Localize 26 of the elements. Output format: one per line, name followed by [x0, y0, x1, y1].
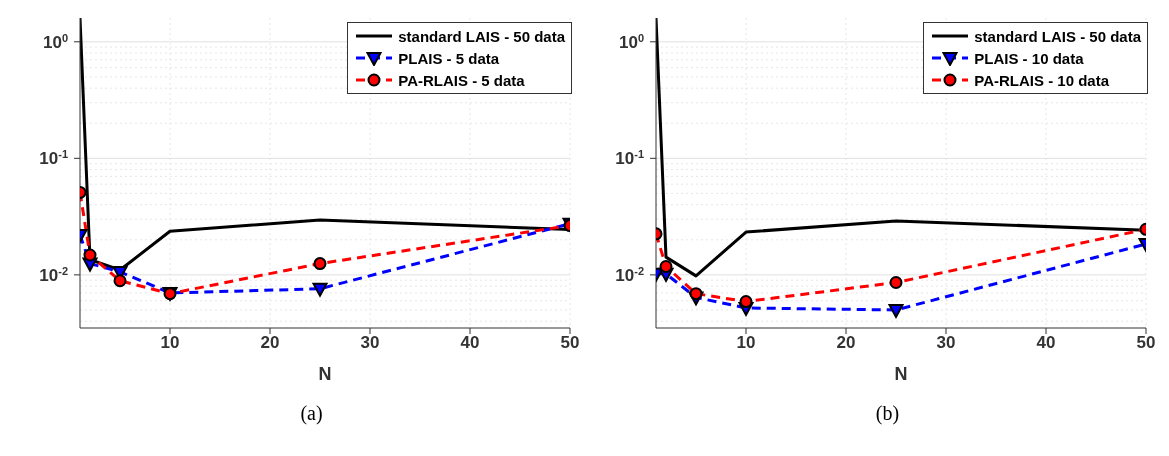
legend-label: standard LAIS - 50 data — [974, 27, 1141, 45]
x-tick-label: 50 — [560, 333, 580, 353]
text: (b) — [874, 402, 901, 425]
x-tick-label: 20 — [260, 333, 280, 353]
y-tick-label: 10$^{-2}$ — [39, 264, 68, 285]
x-axis-title: N — [894, 364, 908, 384]
x-tick-label: 30 — [936, 333, 956, 353]
y-tick-label: 10$^{0}$ — [42, 31, 68, 52]
x-tick-label: 20 — [836, 333, 856, 353]
y-tick-label: 10$^{-1}$ — [39, 148, 68, 169]
y-tick-label: 10$^{-1}$ — [615, 148, 644, 169]
text: (a) — [299, 402, 324, 425]
y-tick-label: 10$^{-2}$ — [615, 264, 644, 285]
x-tick-label: 30 — [360, 333, 380, 353]
legend-label: PLAIS - 5 data — [398, 49, 500, 67]
legend-label: PLAIS - 10 data — [974, 49, 1084, 67]
x-tick-label: 40 — [460, 333, 480, 353]
x-tick-label: 40 — [1036, 333, 1056, 353]
x-tick-label: 10 — [160, 333, 180, 353]
x-axis-title: N — [318, 364, 332, 384]
legend-label: PA-RLAIS - 10 data — [974, 71, 1110, 89]
y-tick-label: 10$^{0}$ — [618, 31, 644, 52]
legend-label: PA-RLAIS - 5 data — [398, 71, 525, 89]
x-tick-label: 50 — [1136, 333, 1156, 353]
legend-label: standard LAIS - 50 data — [398, 27, 565, 45]
x-tick-label: 10 — [736, 333, 756, 353]
